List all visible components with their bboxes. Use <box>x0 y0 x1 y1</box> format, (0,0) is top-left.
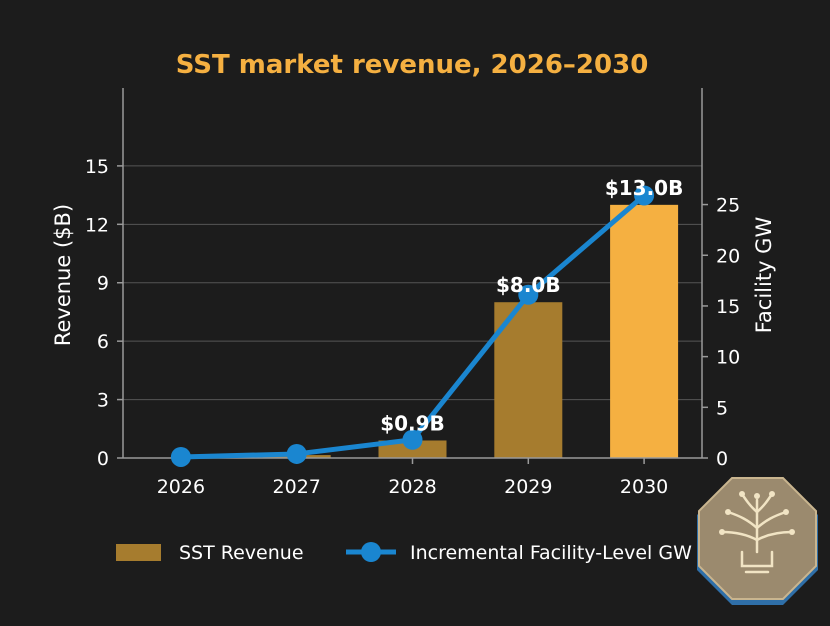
y-tick-label: 6 <box>97 331 109 353</box>
bar-data-label: $8.0B <box>496 273 561 297</box>
x-tick-label: 2030 <box>620 476 668 498</box>
line-series <box>170 185 655 467</box>
y-tick-label: 15 <box>85 156 109 178</box>
y2-tick-label: 5 <box>716 397 728 419</box>
y2-tick-label: 15 <box>716 296 740 318</box>
legend-swatch-sst-revenue <box>116 544 161 561</box>
y2-tick-label: 10 <box>716 347 740 369</box>
data-labels: $0.9B $8.0B $13.0B <box>380 176 683 436</box>
legend-swatch-facility-gw-marker <box>361 542 381 562</box>
y2-tick-label: 20 <box>716 245 740 267</box>
legend-label-facility-gw: Incremental Facility-Level GW <box>410 542 692 564</box>
y2-axis-label: Facility GW <box>752 217 776 334</box>
bar-data-label: $0.9B <box>380 411 445 435</box>
y-tick-label: 12 <box>85 214 109 236</box>
y-tick-label: 3 <box>97 390 109 412</box>
facility-gw-point-2026 <box>170 446 191 467</box>
x-tick-label: 2029 <box>504 476 552 498</box>
facility-gw-point-2030 <box>634 185 655 206</box>
y-tick-label: 0 <box>97 448 109 470</box>
bar-data-label: $13.0B <box>605 176 684 200</box>
x-tick-label: 2028 <box>388 476 436 498</box>
x-tick-label: 2026 <box>157 476 205 498</box>
legend-label-sst-revenue: SST Revenue <box>179 542 304 564</box>
y2-tick-label: 25 <box>716 195 740 217</box>
bar-2029 <box>494 302 563 458</box>
legend: SST Revenue Incremental Facility-Level G… <box>116 542 692 564</box>
y-axis-label: Revenue ($B) <box>51 204 75 346</box>
x-tick-label: 2027 <box>273 476 321 498</box>
chart-title: SST market revenue, 2026–2030 <box>176 50 649 80</box>
bar-series <box>262 204 679 458</box>
facility-gw-point-2028 <box>402 429 423 450</box>
facility-gw-point-2029 <box>518 284 539 305</box>
grid-lines <box>123 165 702 401</box>
facility-gw-point-2027 <box>286 443 307 464</box>
tree-bulb-badge-icon <box>697 477 818 605</box>
y2-tick-label: 0 <box>716 448 728 470</box>
y-tick-label: 9 <box>97 273 109 295</box>
bar-2030 <box>610 204 679 458</box>
